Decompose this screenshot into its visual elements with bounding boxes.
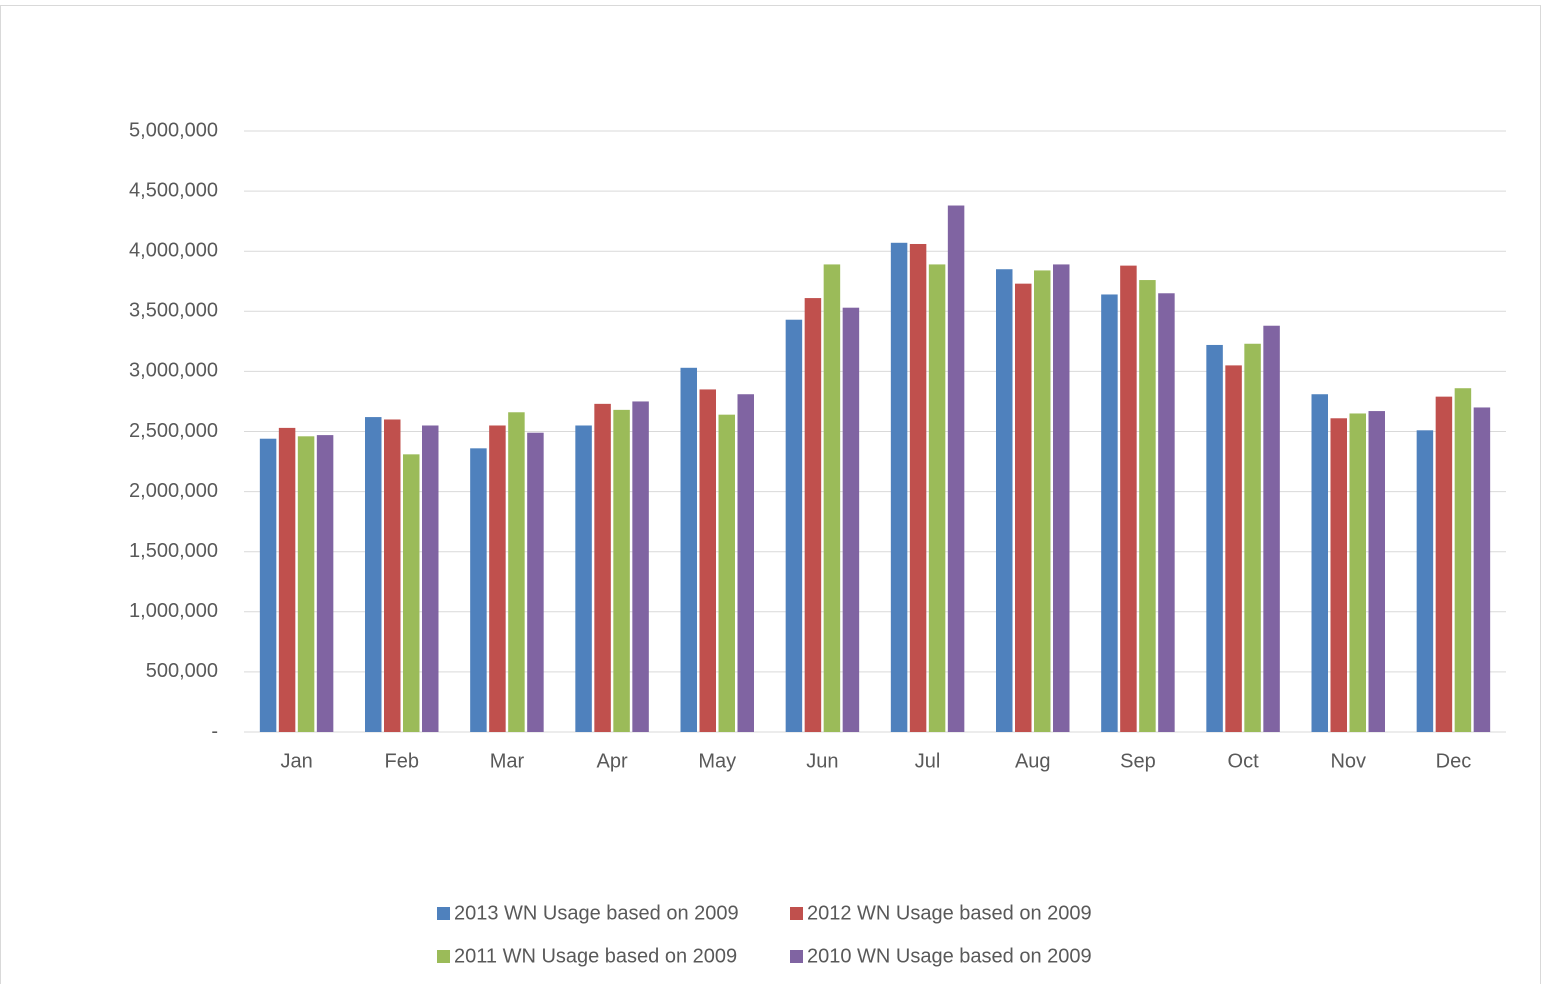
bar: [842, 307, 860, 732]
bar: [680, 367, 697, 732]
y-tick-label: 1,000,000: [129, 600, 218, 622]
bar: [1263, 325, 1280, 732]
legend-label: 2011 WN Usage based on 2009: [454, 945, 737, 967]
bar: [470, 448, 487, 732]
y-tick-label: 3,500,000: [129, 300, 218, 322]
bar: [632, 401, 649, 732]
bar: [1454, 388, 1472, 732]
y-tick-label: 500,000: [146, 660, 218, 682]
bar: [1120, 265, 1137, 732]
legend-label: 2013 WN Usage based on 2009: [454, 902, 739, 924]
bar: [909, 243, 927, 732]
bar: [947, 205, 965, 733]
bar: [489, 425, 506, 732]
bar: [403, 454, 420, 732]
bar: [259, 438, 277, 732]
bar: [365, 417, 382, 732]
bar: [508, 412, 525, 732]
x-tick-label: Jan: [280, 750, 312, 772]
x-tick-label: Dec: [1436, 750, 1472, 772]
y-tick-label: 3,000,000: [129, 360, 218, 382]
bar: [1034, 270, 1051, 732]
bar: [575, 425, 592, 732]
bar: [297, 436, 315, 732]
bar: [928, 264, 946, 732]
y-tick-label: -: [211, 720, 218, 742]
bar: [594, 403, 611, 732]
y-tick-label: 5,000,000: [129, 119, 218, 141]
bar: [278, 427, 296, 732]
y-tick-label: 4,000,000: [129, 239, 218, 261]
bar: [823, 264, 841, 732]
legend-swatch: [437, 950, 450, 963]
bar: [1473, 407, 1491, 732]
bar: [718, 414, 735, 732]
bar: [1244, 343, 1261, 732]
bar: [890, 242, 908, 732]
bar: [1416, 430, 1434, 732]
y-tick-label: 4,500,000: [129, 179, 218, 201]
x-tick-label: Apr: [597, 750, 628, 772]
legend-label: 2012 WN Usage based on 2009: [807, 902, 1092, 924]
x-tick-label: Feb: [385, 750, 419, 772]
bar: [996, 269, 1013, 732]
bar: [1435, 396, 1453, 732]
bar: [527, 432, 544, 732]
bar: [1158, 293, 1175, 732]
x-tick-label: Nov: [1330, 750, 1366, 772]
bar: [1053, 264, 1070, 732]
bar: [737, 394, 754, 732]
x-tick-label: Sep: [1120, 750, 1156, 772]
x-tick-label: May: [698, 750, 736, 772]
y-tick-label: 2,000,000: [129, 480, 218, 502]
y-tick-label: 2,500,000: [129, 420, 218, 442]
bar: [785, 319, 803, 732]
x-tick-label: Oct: [1228, 750, 1260, 772]
bar: [1311, 394, 1328, 732]
x-tick-label: Jun: [806, 750, 838, 772]
x-tick-label: Jul: [915, 750, 941, 772]
bar: [1015, 283, 1032, 732]
bar: [613, 409, 630, 732]
bar: [1225, 365, 1242, 732]
bar: [1349, 413, 1366, 732]
bar: [1139, 280, 1156, 732]
bar: [316, 435, 334, 732]
legend-label: 2010 WN Usage based on 2009: [807, 945, 1092, 967]
legend-swatch: [790, 907, 803, 920]
bar: [804, 298, 822, 732]
y-tick-label: 1,500,000: [129, 540, 218, 562]
legend-swatch: [790, 950, 803, 963]
bar: [1330, 418, 1347, 732]
bar: [384, 419, 401, 732]
bar: [1101, 294, 1118, 732]
legend-swatch: [437, 907, 450, 920]
bar: [422, 425, 439, 732]
x-tick-label: Mar: [490, 750, 525, 772]
bar: [1368, 411, 1385, 732]
chart-border: [0, 5, 1541, 984]
x-tick-label: Aug: [1015, 750, 1051, 772]
bar: [1206, 344, 1223, 732]
bar: [699, 389, 716, 732]
